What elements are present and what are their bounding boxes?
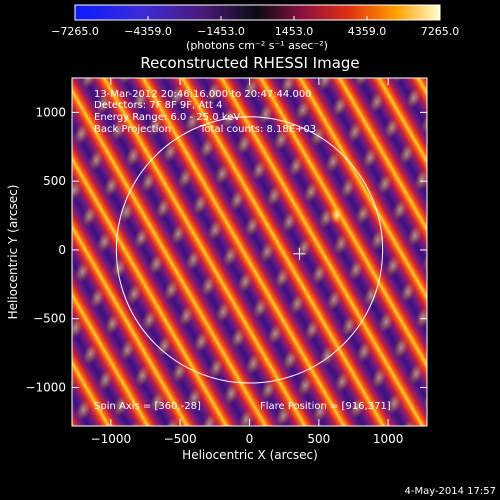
flare-position-label: Flare Position = [916,371] <box>260 401 391 412</box>
y-tick-label: 0 <box>58 243 66 257</box>
annotation-block: 13-Mar-2012 20:46:16.000 to 20:47:44.000… <box>94 89 316 135</box>
colorbar-tick-label: −4359.0 <box>124 25 172 38</box>
chart-title: Reconstructed RHESSI Image <box>140 54 359 72</box>
annotation-energy-range: Energy Range: 6.0 - 25.0 keV <box>94 112 240 123</box>
x-tick-label: −500 <box>164 432 197 446</box>
x-tick-label: 1000 <box>373 432 404 446</box>
annotation-time-range: 13-Mar-2012 20:46:16.000 to 20:47:44.000 <box>94 89 312 100</box>
spin-axis-marker <box>293 247 306 260</box>
annotation-method: Back Projection <box>94 124 171 135</box>
y-tick-label: −1000 <box>25 380 66 394</box>
annotation-detectors: Detectors: 7F 8F 9F, Att 4 <box>94 100 222 111</box>
colorbar-unit-label: (photons cm⁻² s⁻¹ asec⁻²) <box>186 39 328 52</box>
x-axis-ticks: −1000 −500 0 500 1000 <box>91 78 404 446</box>
spin-axis-label: Spin Axis = [360,-28] <box>94 401 201 412</box>
colorbar-tick-label: −1453.0 <box>197 25 245 38</box>
plot-area <box>72 78 427 426</box>
annotation-total-counts: Total counts: 8.18E+03 <box>199 124 316 135</box>
x-tick-label: 500 <box>307 432 330 446</box>
colorbar-ticks: −7265.0 −4359.0 −1453.0 1453.0 4359.0 7265.0 <box>51 16 459 38</box>
y-axis-ticks: −1000 −500 0 500 1000 <box>25 105 427 394</box>
y-axis-label: Heliocentric Y (arcsec) <box>6 185 20 320</box>
y-tick-label: −500 <box>33 312 66 326</box>
solar-disk-outline <box>115 116 384 384</box>
colorbar-tick-label: 7265.0 <box>421 25 460 38</box>
colorbar-tick-label: 1453.0 <box>275 25 314 38</box>
y-tick-label: 1000 <box>35 105 66 119</box>
y-tick-label: 500 <box>43 174 66 188</box>
x-axis-label: Heliocentric X (arcsec) <box>182 448 318 462</box>
bright-blobs <box>72 78 427 426</box>
colorbar <box>74 4 441 21</box>
colorbar-tick-label: −7265.0 <box>51 25 99 38</box>
x-tick-label: −1000 <box>91 432 132 446</box>
x-tick-label: 0 <box>246 432 254 446</box>
colorbar-tick-label: 4359.0 <box>348 25 387 38</box>
footer-date: 4-May-2014 17:57 <box>404 486 496 497</box>
